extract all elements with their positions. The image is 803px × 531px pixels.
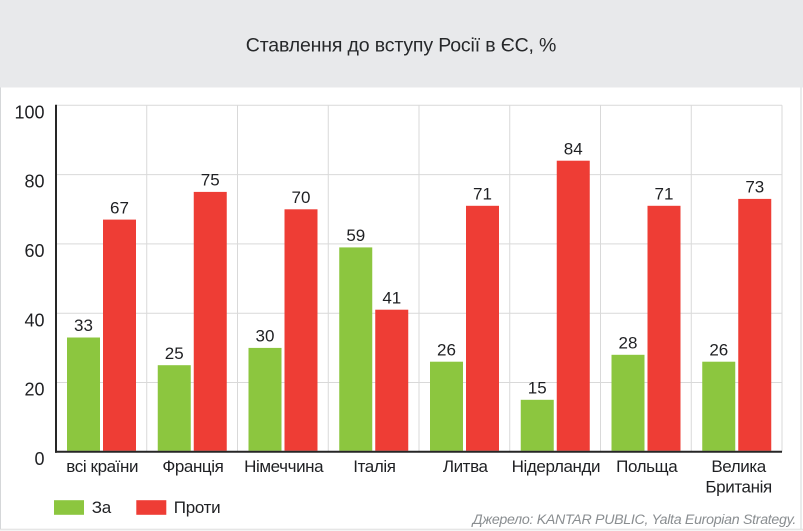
svg-text:71: 71 (473, 185, 492, 204)
svg-text:30: 30 (256, 327, 275, 346)
svg-text:71: 71 (655, 185, 674, 204)
svg-text:73: 73 (745, 178, 764, 197)
svg-text:Польща: Польща (616, 457, 678, 476)
svg-text:За: За (92, 498, 112, 517)
svg-text:всі країни: всі країни (66, 457, 138, 476)
svg-text:80: 80 (24, 172, 44, 192)
svg-text:Ставлення до вступу Росії в ЄС: Ставлення до вступу Росії в ЄС, % (246, 35, 556, 57)
svg-text:67: 67 (110, 198, 129, 217)
svg-text:20: 20 (24, 380, 44, 400)
svg-text:Литва: Литва (443, 457, 489, 476)
svg-text:100: 100 (14, 102, 44, 122)
svg-text:33: 33 (74, 316, 93, 335)
svg-text:40: 40 (24, 310, 44, 330)
svg-text:26: 26 (437, 340, 456, 359)
svg-text:28: 28 (619, 334, 638, 353)
svg-text:26: 26 (709, 340, 728, 359)
svg-text:Франція: Франція (162, 457, 223, 476)
svg-text:59: 59 (346, 226, 365, 245)
svg-text:Проти: Проти (174, 498, 221, 517)
svg-text:75: 75 (201, 171, 220, 190)
svg-text:Велика: Велика (711, 457, 766, 476)
svg-text:60: 60 (24, 241, 44, 261)
svg-text:Нідерланди: Нідерланди (512, 457, 600, 476)
svg-text:Джерело: KANTAR PUBLIC, Yalta: Джерело: KANTAR PUBLIC, Yalta Europian S… (471, 512, 796, 528)
svg-text:Італія: Італія (353, 457, 395, 476)
svg-text:0: 0 (34, 449, 44, 469)
svg-text:Німеччина: Німеччина (244, 457, 324, 476)
svg-text:15: 15 (528, 379, 547, 398)
svg-text:25: 25 (165, 344, 184, 363)
svg-text:Британія: Британія (705, 477, 772, 496)
svg-text:41: 41 (382, 288, 401, 307)
svg-text:70: 70 (292, 188, 311, 207)
svg-text:84: 84 (564, 139, 583, 158)
